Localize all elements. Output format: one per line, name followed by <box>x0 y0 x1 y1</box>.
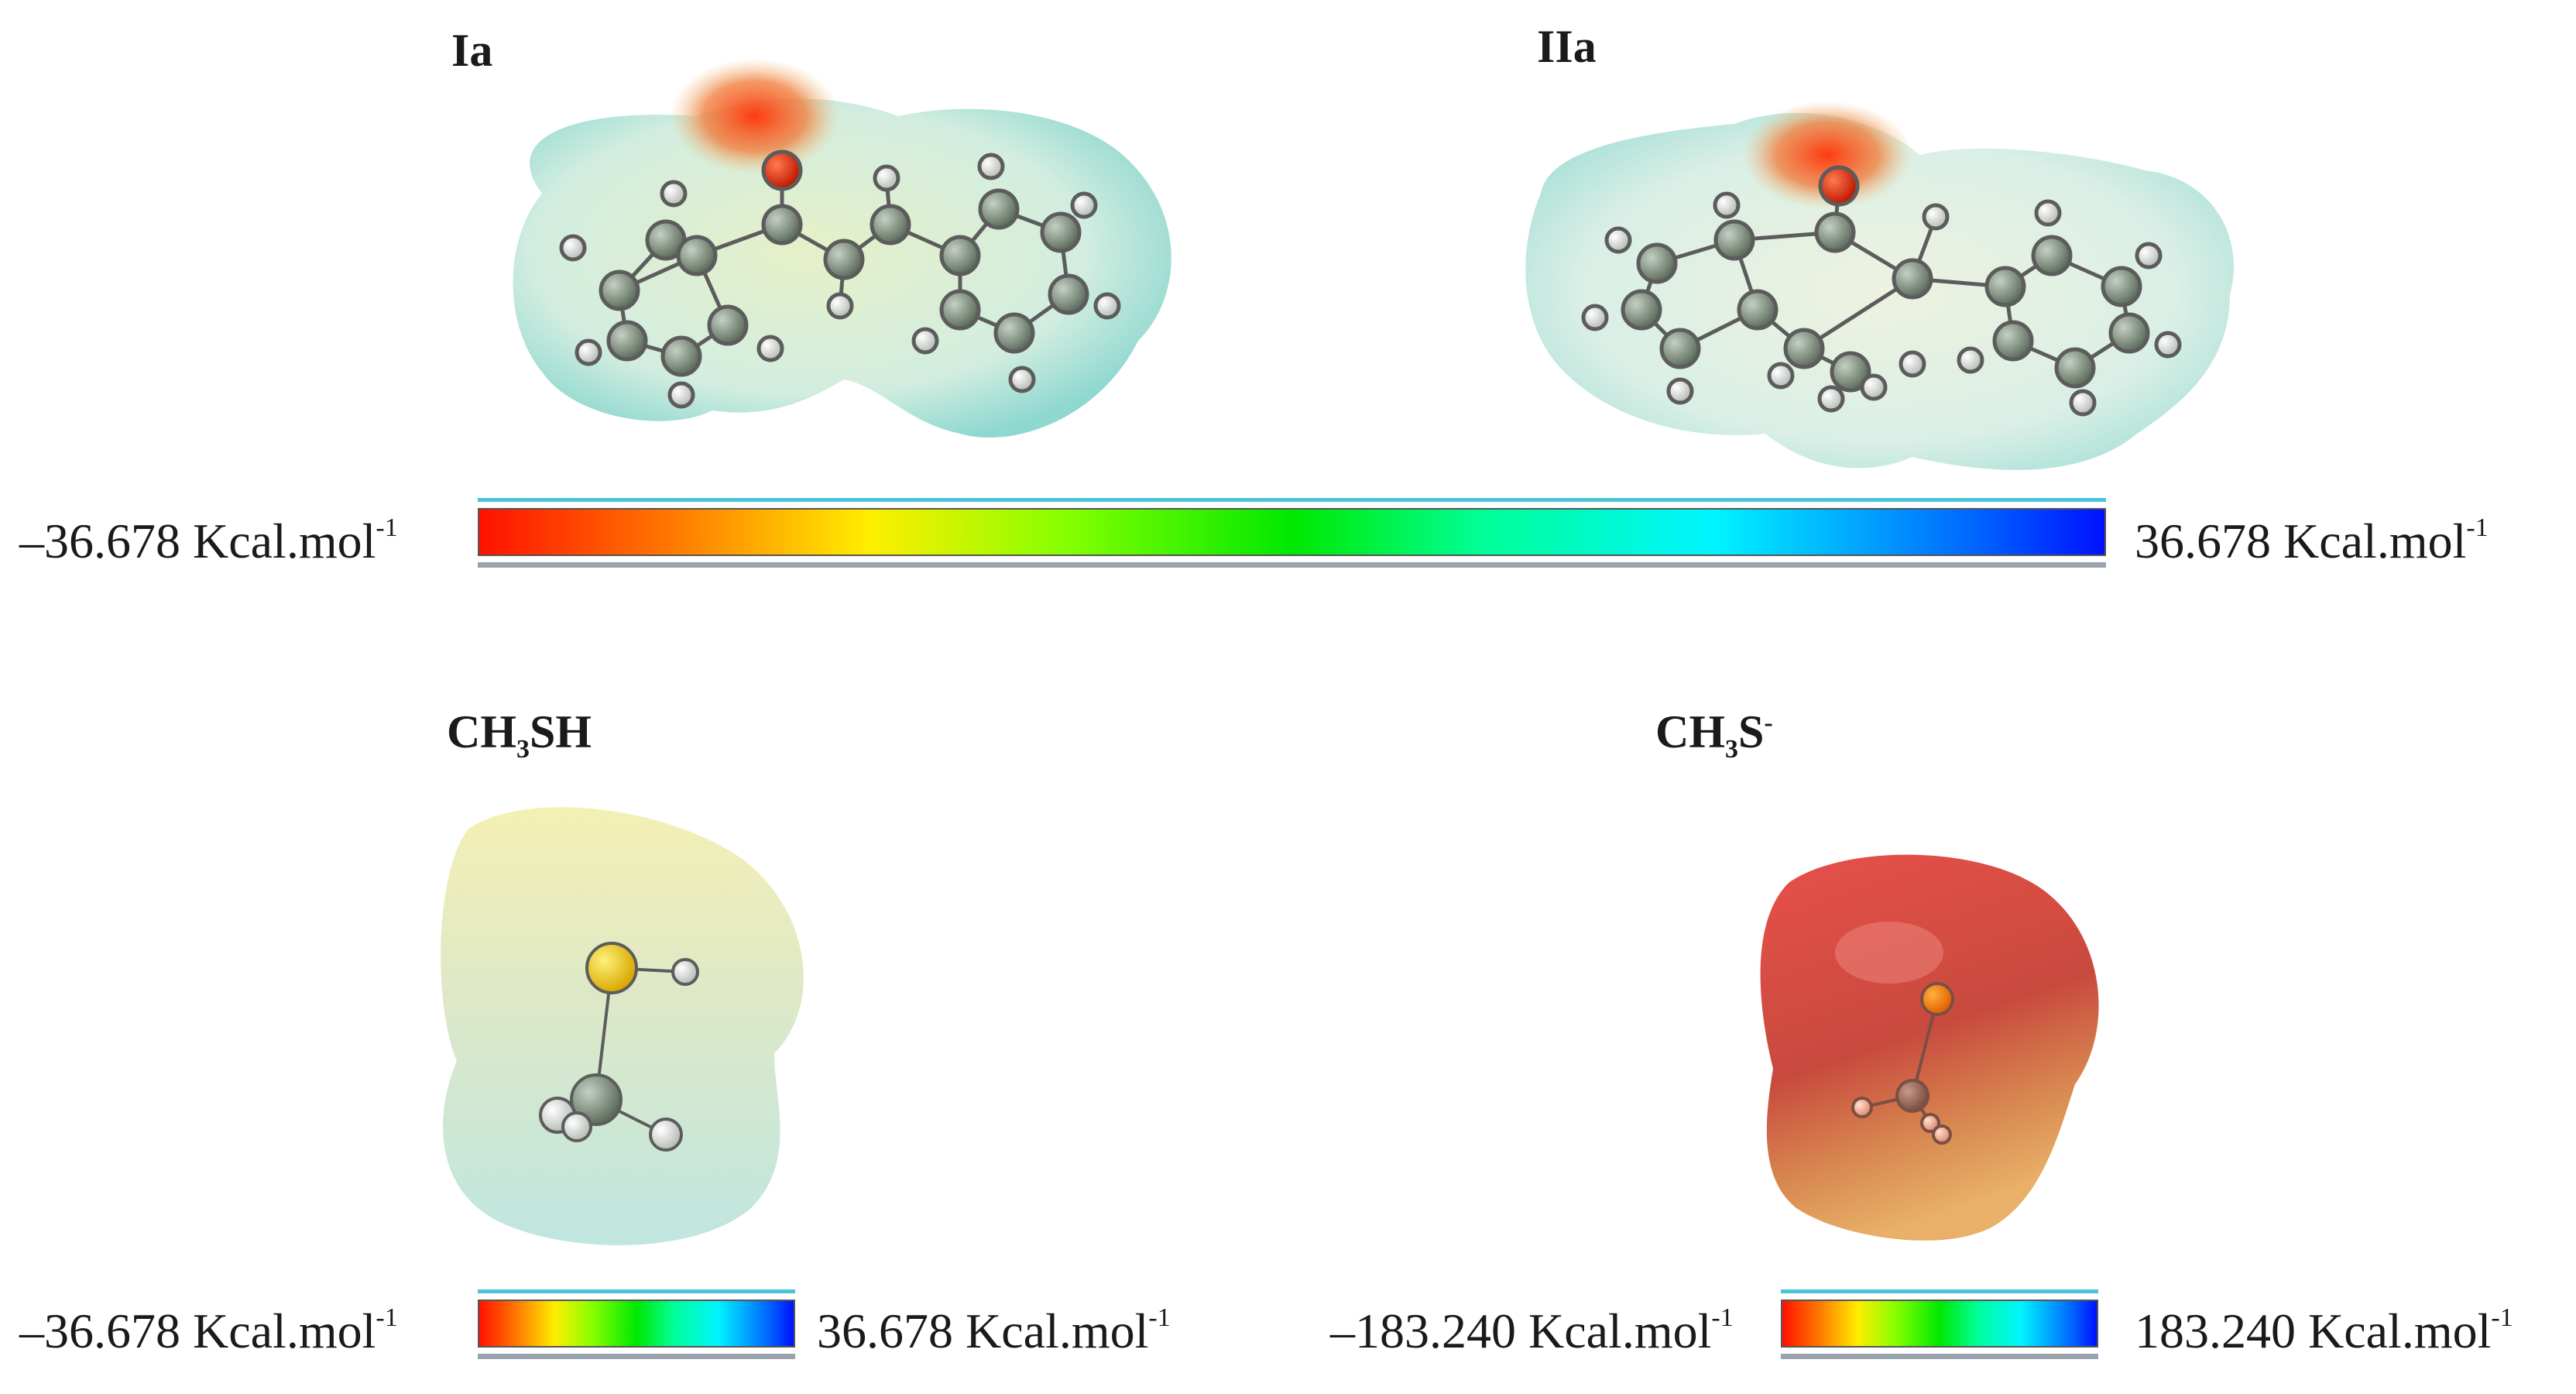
title-ch3sh: CH3SH <box>447 706 592 764</box>
ch3s-scale-max-label: 183.240 Kcal.mol-1 <box>2135 1303 2513 1358</box>
molecule-ia <box>559 149 1121 409</box>
top-scale-min-label: –36.678 Kcal.mol-1 <box>19 513 398 568</box>
ch3s-scale-min-label: –183.240 Kcal.mol-1 <box>1330 1303 1734 1358</box>
ch3sh-color-bar <box>478 1289 795 1359</box>
title-ia: Ia <box>451 25 493 76</box>
ch3sh-scale-max-label: 36.678 Kcal.mol-1 <box>817 1303 1171 1358</box>
ch3sh-scale-min-label: –36.678 Kcal.mol-1 <box>19 1303 398 1358</box>
top-color-bar <box>478 498 2106 568</box>
molecule-ch3s <box>1851 982 1954 1145</box>
top-scale-max-label: 36.678 Kcal.mol-1 <box>2135 513 2489 568</box>
surface-ch3sh <box>441 807 804 1245</box>
molecule-ch3sh <box>539 942 699 1152</box>
surface-iia <box>1525 101 2235 470</box>
surface-ch3s <box>1760 854 2099 1241</box>
title-ch3s: CH3S- <box>1655 706 1773 764</box>
molecule-iia <box>1581 165 2182 417</box>
ch3s-color-bar <box>1781 1289 2098 1359</box>
title-iia: IIa <box>1537 21 1597 72</box>
